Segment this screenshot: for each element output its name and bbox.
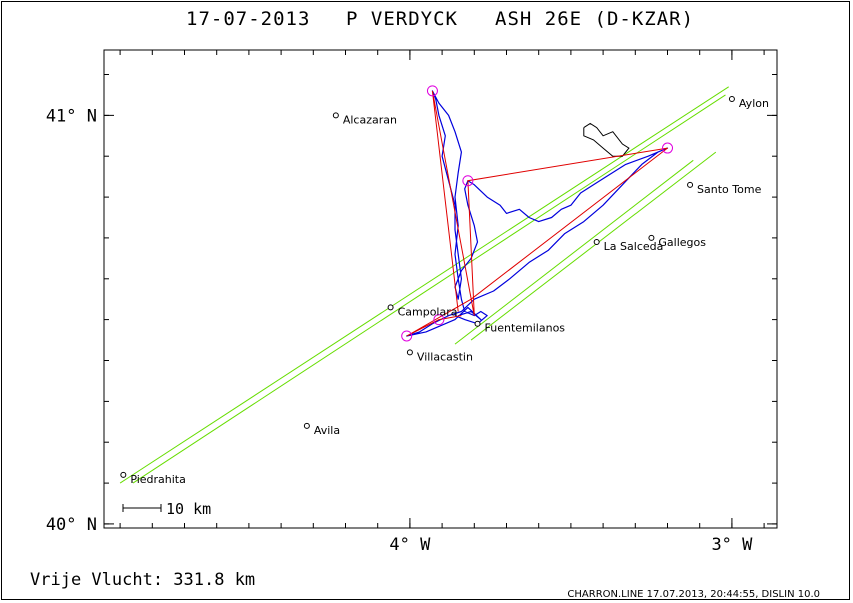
sector-line	[132, 94, 726, 484]
place-label: Villacastin	[417, 350, 473, 363]
sector-line	[470, 151, 717, 341]
place-label: Campolara	[398, 305, 458, 318]
turnpoint-marker	[662, 142, 674, 154]
y-tick-label: 41° N	[46, 106, 97, 126]
map-plot-area: 4° W 3° W 40° N 41° N Aylon Alcazaran Santo To…	[46, 49, 778, 555]
turnpoint-marker	[433, 314, 445, 326]
place-marker	[332, 112, 339, 119]
sector-line	[119, 86, 729, 484]
place-marker	[387, 304, 394, 311]
place-label: Gallegos	[658, 236, 706, 249]
place-label: Alcazaran	[343, 113, 397, 126]
glider-name: ASH 26E (D-KZAR)	[495, 8, 694, 30]
scale-bar-label: 10 km	[166, 500, 211, 518]
place-marker	[474, 320, 481, 327]
file-info: CHARRON.LINE 17.07.2013, 20:44:55, DISLI…	[567, 589, 820, 600]
pilot-name: P VERDYCK	[346, 8, 458, 30]
turnpoint-marker	[401, 330, 413, 342]
flight-date: 17-07-2013	[186, 8, 310, 30]
place-marker	[120, 471, 127, 478]
place-label: Santo Tome	[697, 183, 762, 196]
place-label: Aylon	[739, 97, 769, 110]
y-tick-label: 40° N	[46, 515, 97, 535]
scale-bar: 10 km	[122, 500, 211, 518]
place-marker	[648, 234, 655, 241]
turnpoint-marker	[462, 175, 474, 187]
place-marker	[593, 239, 600, 246]
place-marker	[303, 422, 310, 429]
sector-line	[454, 159, 694, 345]
place-label: Piedrahita	[130, 473, 186, 486]
place-label: La Salceda	[604, 240, 664, 253]
place-marker	[687, 181, 694, 188]
place-label: Fuentemilanos	[485, 322, 566, 335]
turnpoint-marker	[426, 85, 438, 97]
flight-track	[406, 90, 669, 337]
map-frame	[103, 49, 778, 529]
task-legs	[406, 90, 668, 337]
airspace-outline	[583, 122, 630, 157]
free-flight-distance: Vrije Vlucht: 331.8 km	[30, 570, 255, 590]
x-tick-label: 4° W	[389, 535, 431, 555]
place-marker	[406, 349, 413, 356]
place-marker	[728, 96, 735, 103]
place-label: Avila	[314, 424, 340, 437]
x-tick-label: 3° W	[711, 535, 753, 555]
